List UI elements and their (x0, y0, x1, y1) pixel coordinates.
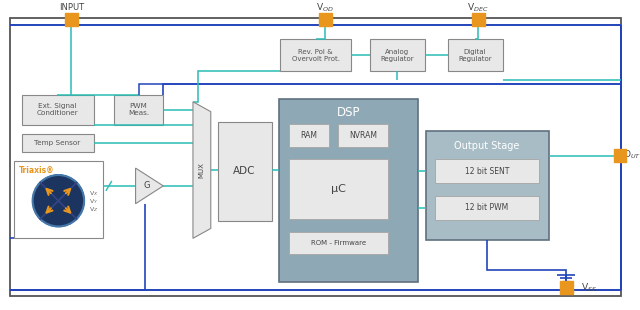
Text: O$_{UT}$: O$_{UT}$ (623, 149, 640, 162)
Bar (218, 122, 272, 220)
Text: Temp Sensor: Temp Sensor (35, 140, 81, 146)
Bar (472, 13, 485, 26)
Text: ADC: ADC (233, 166, 255, 176)
Text: μC: μC (331, 184, 346, 194)
Bar (339, 124, 388, 147)
Bar (319, 13, 332, 26)
Text: 12 bit PWM: 12 bit PWM (465, 203, 509, 212)
Bar (22, 95, 94, 125)
Text: 12 bit SENT: 12 bit SENT (465, 166, 509, 175)
Text: ROM - Firmware: ROM - Firmware (311, 240, 366, 246)
Text: Triaxis®: Triaxis® (19, 166, 54, 175)
Text: INPUT: INPUT (59, 3, 84, 12)
Bar (448, 39, 502, 71)
Bar (289, 124, 328, 147)
Bar (14, 161, 103, 238)
Text: DSP: DSP (337, 106, 360, 119)
Text: PWM
Meas.: PWM Meas. (128, 103, 149, 116)
Text: G: G (143, 181, 150, 190)
Bar (435, 159, 540, 183)
Text: MUX: MUX (199, 162, 205, 178)
Bar (435, 196, 540, 219)
Bar (370, 39, 424, 71)
Text: Ext. Signal
Conditioner: Ext. Signal Conditioner (36, 103, 78, 116)
Text: Digital
Regulator: Digital Regulator (458, 49, 492, 62)
Bar (289, 159, 388, 219)
Text: V$_X$: V$_X$ (90, 189, 99, 198)
Bar (65, 13, 78, 26)
Bar (614, 149, 627, 162)
Bar (114, 95, 163, 125)
Text: V$_Y$: V$_Y$ (90, 197, 99, 206)
Text: V$_{SS}$: V$_{SS}$ (580, 281, 597, 294)
Polygon shape (193, 102, 211, 238)
Text: Rev. Pol &
Overvolt Prot.: Rev. Pol & Overvolt Prot. (292, 49, 340, 62)
Bar (426, 131, 549, 240)
Text: RAM: RAM (300, 131, 317, 140)
Text: NVRAM: NVRAM (349, 131, 377, 140)
Text: V$_{DEC}$: V$_{DEC}$ (467, 2, 489, 14)
Text: V$_{OD}$: V$_{OD}$ (316, 2, 333, 14)
Text: Analog
Regulator: Analog Regulator (380, 49, 413, 62)
Polygon shape (136, 168, 163, 204)
Text: Output Stage: Output Stage (454, 141, 520, 151)
Bar (22, 135, 94, 152)
Circle shape (33, 175, 84, 227)
Bar (279, 99, 417, 282)
Text: V$_Z$: V$_Z$ (90, 205, 99, 214)
Bar (289, 232, 388, 254)
Bar (280, 39, 351, 71)
Bar (560, 281, 573, 294)
